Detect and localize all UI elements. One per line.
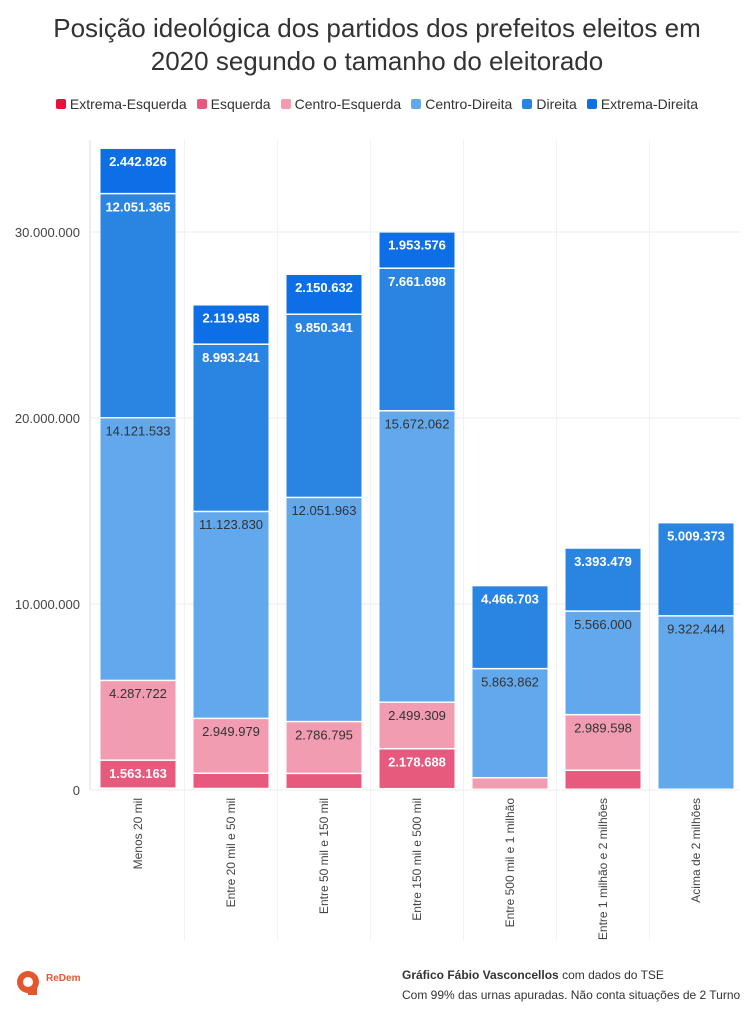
bar-segment [286,774,362,788]
data-label: 5.863.862 [481,674,539,689]
data-label: 2.949.979 [202,724,260,739]
legend-item[interactable]: Centro-Esquerda [280,96,402,112]
bar-segment [658,616,734,789]
credit-author: Gráfico Fábio Vasconcellos [402,968,559,982]
data-label: 5.566.000 [574,617,632,632]
bar-segment [193,305,269,344]
bar-segment [379,702,455,748]
bar-segment [286,274,362,314]
data-label: 8.993.241 [202,350,260,365]
data-label: 2.119.958 [202,311,259,326]
chart-title: Posição ideológica dos partidos dos pref… [0,12,754,78]
legend-item[interactable]: Extrema-Esquerda [55,96,187,112]
bar-segment [565,611,641,714]
legend-item[interactable]: Extrema-Direita [586,96,699,112]
bar-segment [100,418,176,680]
data-label: 12.051.365 [105,199,170,214]
bar-segment [193,344,269,511]
bar-segment [286,722,362,773]
footer-note: Com 99% das urnas apuradas. Não conta si… [402,988,741,1002]
data-label: 9.322.444 [667,622,725,637]
bar-segment [379,411,455,702]
bar-segment [100,148,176,193]
data-label: 5.009.373 [667,528,725,543]
data-label: 4.466.703 [481,591,539,606]
legend-label: Esquerda [210,96,271,112]
bar-segment [100,760,176,788]
bar-segment [658,523,734,616]
x-tick-label: Entre 20 mil e 50 mil [224,798,238,907]
data-label: 1.953.576 [388,238,446,253]
data-label: 3.393.479 [574,554,632,569]
legend-swatch [280,99,291,109]
bar-segment [286,498,362,721]
x-tick-label: Entre 500 mil e 1 milhão [503,798,517,928]
bar-segment [472,586,548,668]
data-label: 4.287.722 [109,686,167,701]
redem-logo [17,971,39,995]
legend-label: Extrema-Direita [600,96,699,112]
data-label: 2.786.795 [295,727,353,742]
y-tick-label: 0 [73,783,80,798]
legend-swatch [522,99,533,109]
bar-segment [472,778,548,789]
bar-segment [379,749,455,788]
bar-segment [565,548,641,611]
data-label: 11.123.830 [199,517,263,532]
stacked-bar-chart: 0 10.000.000 20.000.000 30.000.000 1.563.163… [15,140,740,940]
data-label: 9.850.341 [295,320,353,335]
bar-segment [565,715,641,770]
footer-credit: Gráfico Fábio Vasconcellos com dados do … [402,968,664,982]
legend-swatch [196,99,207,109]
data-label: 12.051.963 [291,503,356,518]
legend-label: Extrema-Esquerda [69,96,187,112]
chart-title-line-2: 2020 segundo o tamanho do eleitorado [150,46,604,76]
data-label: 7.661.698 [388,274,446,289]
y-tick-label: 20.000.000 [15,411,80,426]
bar-segment [286,314,362,497]
bar-segment [193,774,269,788]
bar-segment [379,268,455,410]
x-tick-label: Entre 1 milhão e 2 milhões [596,798,610,940]
legend-item[interactable]: Centro-Direita [411,96,512,112]
legend-item[interactable]: Direita [522,96,577,112]
y-tick-label: 10.000.000 [15,597,80,612]
bar-segment [193,719,269,773]
data-label: 2.989.598 [574,720,632,735]
logo-text: ReDem [46,973,81,984]
data-label: 2.499.309 [388,708,446,723]
bar-segment [100,681,176,760]
legend-swatch [411,99,422,109]
data-label: 15.672.062 [384,416,449,431]
x-tick-label: Entre 50 mil e 150 mil [317,798,331,914]
legend-swatch [586,99,597,109]
credit-source: com dados do TSE [558,968,664,982]
legend-label: Direita [536,96,577,112]
legend-item[interactable]: Esquerda [196,96,271,112]
legend-label: Centro-Direita [425,96,513,112]
bar-segment [100,194,176,418]
bar-segment [193,512,269,718]
bar-segment [379,232,455,268]
legend: Extrema-Esquerda Esquerda Centro-Esquerda C… [0,96,754,112]
x-tick-label: Entre 150 mil e 500 mil [410,798,424,921]
x-tick-label: Menos 20 mil [131,798,145,869]
data-label: 2.150.632 [295,280,353,295]
x-tick-label: Acima de 2 milhões [689,798,703,903]
data-label: 1.563.163 [109,766,167,781]
chart-title-line-1: Posição ideológica dos partidos dos pref… [53,13,701,43]
data-label: 2.178.688 [388,754,446,769]
data-label: 2.442.826 [109,154,167,169]
legend-label: Centro-Esquerda [294,96,402,112]
bar-segment [565,771,641,789]
data-label: 14.121.533 [105,424,170,439]
legend-swatch [55,99,66,109]
y-tick-label: 30.000.000 [15,225,80,240]
bar-segment [472,669,548,777]
